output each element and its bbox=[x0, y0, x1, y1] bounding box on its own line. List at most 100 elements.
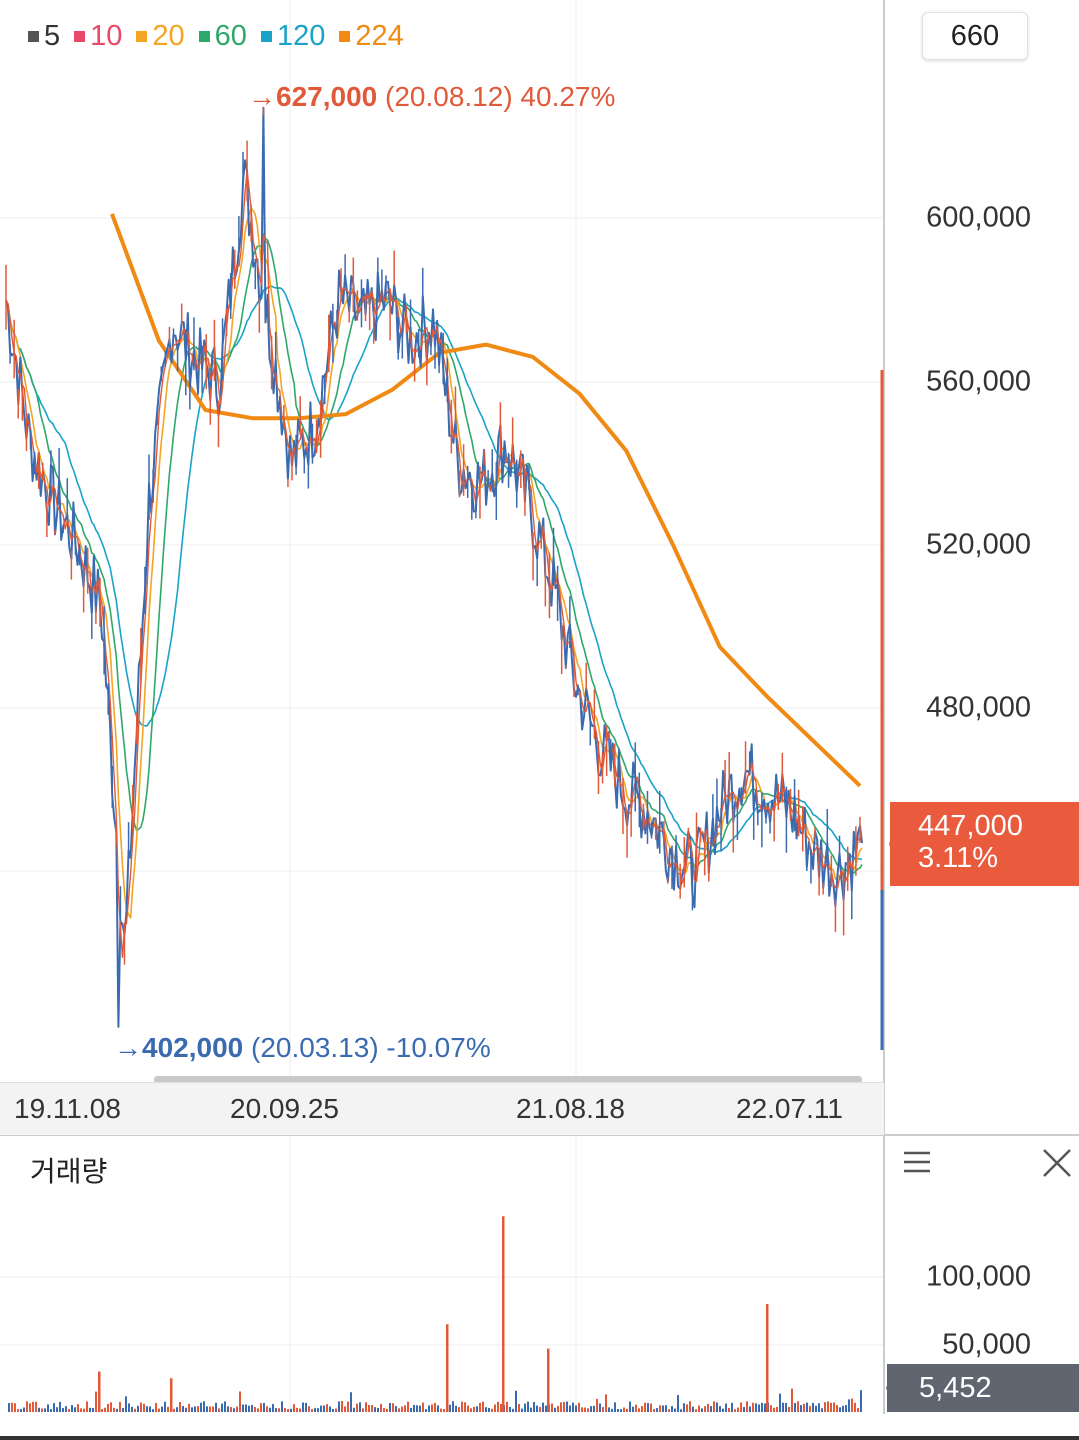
volume-bar bbox=[224, 1401, 226, 1412]
volume-bar bbox=[638, 1408, 640, 1412]
legend-label: 120 bbox=[276, 19, 326, 52]
volume-bar bbox=[290, 1408, 292, 1412]
volume-bar bbox=[257, 1408, 259, 1412]
volume-bar bbox=[542, 1402, 544, 1412]
volume-bar bbox=[716, 1402, 718, 1412]
volume-bar bbox=[299, 1408, 301, 1412]
legend-item-5[interactable]: 5 bbox=[28, 20, 60, 53]
volume-bar bbox=[173, 1408, 175, 1412]
volume-bar bbox=[83, 1408, 85, 1412]
legend-item-60[interactable]: 60 bbox=[198, 20, 247, 53]
volume-bar bbox=[89, 1407, 91, 1412]
volume-bar bbox=[20, 1409, 22, 1412]
volume-bar bbox=[320, 1405, 322, 1412]
volume-bar bbox=[416, 1405, 418, 1412]
volume-bar bbox=[803, 1403, 805, 1412]
legend-item-20[interactable]: 20 bbox=[136, 20, 185, 53]
volume-bar bbox=[59, 1401, 61, 1412]
legend-label: 5 bbox=[44, 19, 61, 52]
current-change: 3.11% bbox=[918, 842, 999, 874]
legend-item-120[interactable]: 120 bbox=[260, 19, 326, 53]
volume-bar bbox=[677, 1395, 679, 1412]
volume-bar bbox=[449, 1404, 451, 1412]
volume-bar bbox=[422, 1402, 424, 1412]
volume-bar bbox=[287, 1409, 289, 1412]
volume-bar bbox=[848, 1399, 850, 1412]
volume-bar bbox=[110, 1402, 112, 1412]
volume-bar bbox=[197, 1406, 199, 1412]
volume-bar bbox=[518, 1404, 520, 1412]
volume-bar bbox=[29, 1403, 31, 1412]
volume-bar bbox=[821, 1408, 823, 1412]
volume-bar bbox=[374, 1407, 376, 1412]
volume-bar bbox=[569, 1405, 571, 1412]
menu-icon[interactable] bbox=[900, 1146, 934, 1180]
volume-bar bbox=[146, 1406, 148, 1412]
close-icon[interactable] bbox=[1040, 1146, 1074, 1180]
volume-bar bbox=[434, 1402, 436, 1412]
volume-bar bbox=[743, 1406, 745, 1412]
volume-bar bbox=[524, 1403, 526, 1412]
volume-bar bbox=[365, 1402, 367, 1412]
volume-bar bbox=[32, 1401, 34, 1412]
volume-bar bbox=[440, 1408, 442, 1412]
volume-bar bbox=[479, 1402, 481, 1412]
volume-bar bbox=[752, 1402, 754, 1412]
volume-bar bbox=[68, 1408, 70, 1412]
volume-bar bbox=[674, 1408, 676, 1412]
legend-item-10[interactable]: 10 bbox=[74, 20, 122, 53]
volume-bar bbox=[635, 1404, 637, 1412]
volume-bar bbox=[584, 1407, 586, 1412]
volume-bar bbox=[413, 1404, 415, 1412]
volume-bar bbox=[164, 1401, 166, 1412]
volume-bar bbox=[212, 1406, 214, 1412]
volume-bar bbox=[443, 1409, 445, 1412]
volume-bar bbox=[152, 1409, 154, 1412]
volume-bar bbox=[359, 1402, 361, 1412]
volume-bar bbox=[485, 1407, 487, 1412]
volume-bar bbox=[599, 1403, 601, 1412]
volume-bar bbox=[536, 1405, 538, 1412]
volume-bar bbox=[590, 1406, 592, 1412]
volume-bar bbox=[581, 1407, 583, 1412]
volume-bar bbox=[86, 1401, 88, 1412]
volume-bar bbox=[293, 1404, 295, 1412]
volume-bar bbox=[539, 1406, 541, 1412]
volume-bar bbox=[296, 1407, 298, 1412]
volume-bar bbox=[227, 1406, 229, 1412]
volume-bar bbox=[653, 1409, 655, 1412]
x-tick-label: 22.07.11 bbox=[736, 1093, 843, 1124]
volume-bar bbox=[707, 1403, 709, 1412]
volume-bars bbox=[8, 1216, 862, 1412]
volume-bar bbox=[143, 1403, 145, 1412]
volume-bar bbox=[494, 1404, 496, 1412]
volume-bar bbox=[206, 1406, 208, 1412]
chart-scrollbar[interactable] bbox=[154, 1076, 862, 1083]
volume-bar bbox=[458, 1407, 460, 1412]
volume-bar bbox=[236, 1406, 238, 1412]
volume-bar bbox=[731, 1402, 733, 1412]
x-axis bbox=[0, 1082, 884, 1136]
volume-bar bbox=[515, 1390, 517, 1412]
volume-bar bbox=[794, 1403, 796, 1412]
period-selector[interactable]: 660 bbox=[922, 12, 1028, 60]
volume-bar bbox=[713, 1401, 715, 1412]
volume-bar bbox=[284, 1408, 286, 1412]
volume-bar bbox=[632, 1406, 634, 1412]
volume-bar bbox=[575, 1405, 577, 1412]
volume-bar bbox=[680, 1409, 682, 1412]
legend-swatch bbox=[74, 30, 86, 42]
volume-bar bbox=[209, 1406, 211, 1412]
price-wicks bbox=[5, 107, 861, 965]
legend-item-224[interactable]: 224 bbox=[339, 20, 404, 53]
volume-bar bbox=[512, 1408, 514, 1412]
volume-bar bbox=[746, 1401, 748, 1412]
volume-bar bbox=[191, 1407, 193, 1412]
volume-bar bbox=[797, 1401, 799, 1412]
volume-bar bbox=[650, 1403, 652, 1412]
current-volume: 5,452 bbox=[919, 1372, 992, 1404]
volume-bar bbox=[107, 1403, 109, 1412]
volume-bar bbox=[368, 1404, 370, 1412]
volume-bar bbox=[254, 1407, 256, 1412]
